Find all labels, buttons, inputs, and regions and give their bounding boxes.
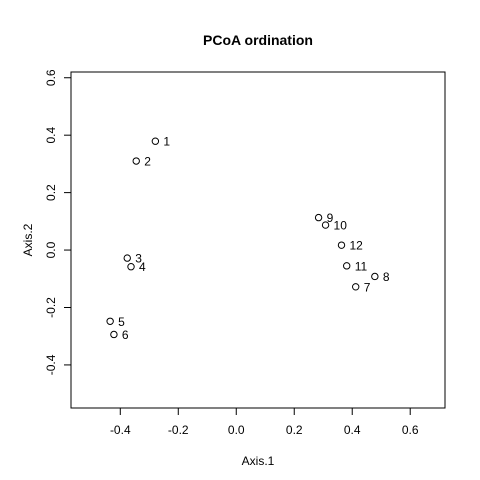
x-tick-label: -0.4: [110, 423, 131, 437]
data-point: [123, 254, 131, 262]
data-point: [151, 137, 160, 145]
y-axis: -0.4 -0.2 0.0 0.2 0.4 0.6: [44, 69, 72, 375]
x-axis: -0.4 -0.2 0.0 0.2 0.4 0.6: [110, 407, 419, 437]
point-label: 3: [135, 252, 142, 266]
data-point: [371, 272, 379, 281]
plot-frame: [70, 71, 446, 409]
y-tick-label: 0.6: [44, 69, 58, 86]
y-tick-label: 0.0: [44, 241, 58, 258]
point-label: 10: [334, 219, 348, 233]
point-label: 2: [144, 155, 151, 169]
data-point: [314, 213, 323, 222]
y-axis-label: Axis.2: [21, 223, 35, 256]
data-point: [127, 263, 135, 271]
chart-title: PCoA ordination: [203, 32, 313, 48]
data-point: [337, 241, 346, 249]
point-label: 4: [139, 260, 146, 274]
y-tick-label: -0.2: [44, 297, 58, 318]
data-point: [321, 221, 330, 229]
x-axis-label: Axis.1: [242, 454, 275, 468]
x-tick-label: -0.2: [168, 423, 189, 437]
data-point: [343, 262, 351, 270]
x-tick-label: 0.2: [286, 423, 303, 437]
point-label: 12: [349, 239, 363, 253]
point-label: 1: [163, 135, 170, 149]
data-point: [352, 283, 360, 291]
x-tick-label: 0.0: [228, 423, 245, 437]
data-point: [106, 317, 114, 325]
y-tick-label: 0.2: [44, 184, 58, 201]
data-point: [132, 157, 140, 165]
y-tick-label: 0.4: [44, 127, 58, 144]
x-tick-label: 0.6: [402, 423, 419, 437]
point-label: 9: [327, 211, 334, 225]
point-label: 8: [383, 270, 390, 284]
data-point: [110, 330, 118, 339]
point-label: 7: [364, 280, 371, 294]
point-label: 5: [118, 315, 125, 329]
x-tick-label: 0.4: [344, 423, 361, 437]
point-label: 6: [122, 328, 129, 342]
y-tick-label: -0.4: [44, 354, 58, 375]
point-label: 11: [355, 259, 368, 273]
